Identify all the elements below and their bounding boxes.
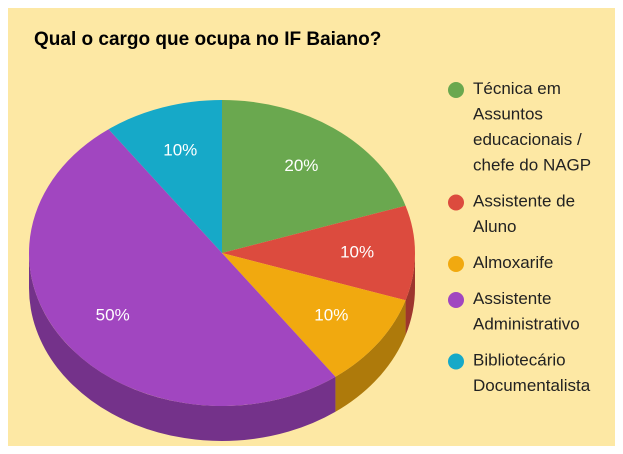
slice bbox=[222, 205, 415, 301]
slice bbox=[108, 100, 222, 253]
legend-swatch bbox=[448, 292, 464, 308]
legend-label: Assistente Administrativo bbox=[473, 289, 580, 334]
slice bbox=[222, 253, 406, 377]
legend-label: Técnica em Assuntos educacionais / chefe do… bbox=[473, 79, 591, 175]
slice-side bbox=[335, 300, 406, 412]
legend-line: Aluno bbox=[473, 217, 516, 236]
legend-line: Almoxarife bbox=[473, 253, 553, 272]
data-label: 50% bbox=[96, 305, 130, 324]
slice bbox=[222, 100, 406, 253]
legend-line: Assistente bbox=[473, 289, 551, 308]
legend-swatch bbox=[448, 353, 464, 370]
legend-line: Técnica em bbox=[473, 79, 561, 98]
legend-label: Assistente de Aluno bbox=[473, 192, 575, 237]
legend-swatch bbox=[448, 82, 464, 98]
legend-line: Assuntos bbox=[473, 105, 543, 124]
legend-line: Documentalista bbox=[473, 376, 591, 395]
data-label: 20% bbox=[284, 156, 318, 175]
legend-swatch bbox=[448, 256, 464, 272]
legend-label: Bibliotecário Documentalista bbox=[473, 351, 591, 396]
chart-title: Qual o cargo que ocupa no IF Baiano? bbox=[34, 29, 381, 50]
slice-side bbox=[29, 253, 336, 442]
legend-line: chefe do NAGP bbox=[473, 156, 591, 175]
slice bbox=[29, 129, 336, 406]
legend-line: Administrativo bbox=[473, 315, 580, 334]
data-label: 10% bbox=[340, 242, 374, 261]
legend-swatch bbox=[448, 194, 464, 211]
slice-side bbox=[405, 253, 415, 336]
legend-line: Bibliotecário bbox=[473, 351, 566, 370]
data-label: 10% bbox=[314, 305, 348, 324]
legend-line: educacionais / bbox=[473, 130, 582, 149]
data-label: 10% bbox=[163, 141, 197, 160]
legend-line: Assistente de bbox=[473, 192, 575, 211]
legend-label: Almoxarife bbox=[473, 253, 553, 272]
